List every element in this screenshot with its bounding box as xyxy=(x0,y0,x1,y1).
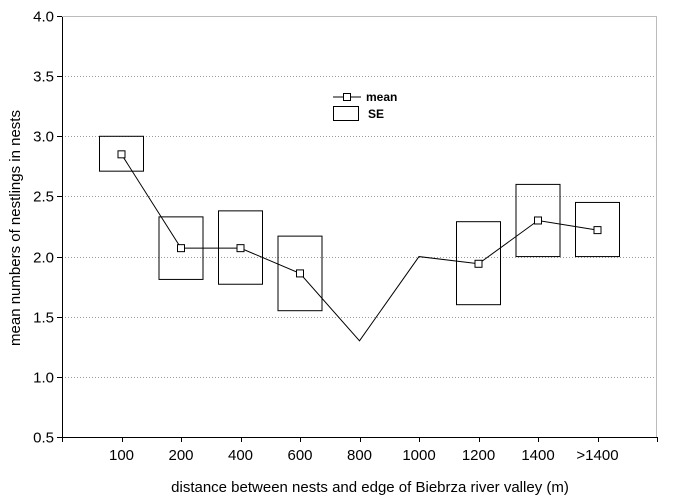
y-tick-label: 3.0 xyxy=(33,129,54,146)
x-tick-label: 1000 xyxy=(402,447,435,464)
x-axis-title: distance between nests and edge of Biebr… xyxy=(171,479,569,496)
mean-marker xyxy=(177,244,185,253)
se-box xyxy=(277,235,323,312)
mean-marker xyxy=(593,226,602,235)
mean-line xyxy=(121,154,598,342)
se-box xyxy=(575,201,620,258)
y-axis-ticks: 0.5 1.0 1.5 2.0 2.5 3.0 3.5 4.0 xyxy=(33,9,62,447)
x-tick-label: 1400 xyxy=(521,447,554,464)
mean-marker xyxy=(474,259,483,268)
legend-mean-label: mean xyxy=(366,90,397,104)
y-tick-label: 0.5 xyxy=(33,430,54,447)
mean-marker xyxy=(236,244,245,253)
y-tick-label: 2.0 xyxy=(33,250,54,267)
mean-series-line xyxy=(121,154,598,342)
axes xyxy=(62,16,657,438)
y-tick-label: 2.5 xyxy=(33,189,54,206)
legend-se-label: SE xyxy=(368,107,384,121)
y-tick-label: 3.5 xyxy=(33,69,54,86)
x-tick-label: 600 xyxy=(287,447,312,464)
grid-lines xyxy=(62,76,657,378)
y-axis-title: mean numbers of nestlings in nests xyxy=(7,110,24,346)
se-box xyxy=(99,135,144,172)
x-tick-label: 200 xyxy=(168,447,193,464)
mean-markers xyxy=(117,150,602,278)
x-tick-label: 100 xyxy=(109,447,134,464)
x-axis-ticks: 100 200 400 600 800 1000 1200 1400 >1400 xyxy=(62,437,658,464)
mean-marker xyxy=(534,216,542,225)
se-box xyxy=(218,210,263,285)
x-tick-label: 800 xyxy=(347,447,372,464)
se-box xyxy=(456,221,501,306)
y-tick-label: 1.0 xyxy=(33,370,54,387)
y-tick-label: 1.5 xyxy=(33,310,54,327)
se-boxes xyxy=(99,135,620,312)
x-tick-label: 1200 xyxy=(462,447,495,464)
mean-marker xyxy=(117,150,126,159)
x-tick-label: >1400 xyxy=(576,447,618,464)
legend: mean SE xyxy=(333,90,397,121)
mean-marker xyxy=(296,269,304,278)
y-tick-label: 4.0 xyxy=(33,9,54,26)
se-box xyxy=(515,183,561,258)
x-tick-label: 400 xyxy=(228,447,253,464)
legend-se-box xyxy=(333,106,359,121)
legend-mean-marker xyxy=(343,93,351,101)
